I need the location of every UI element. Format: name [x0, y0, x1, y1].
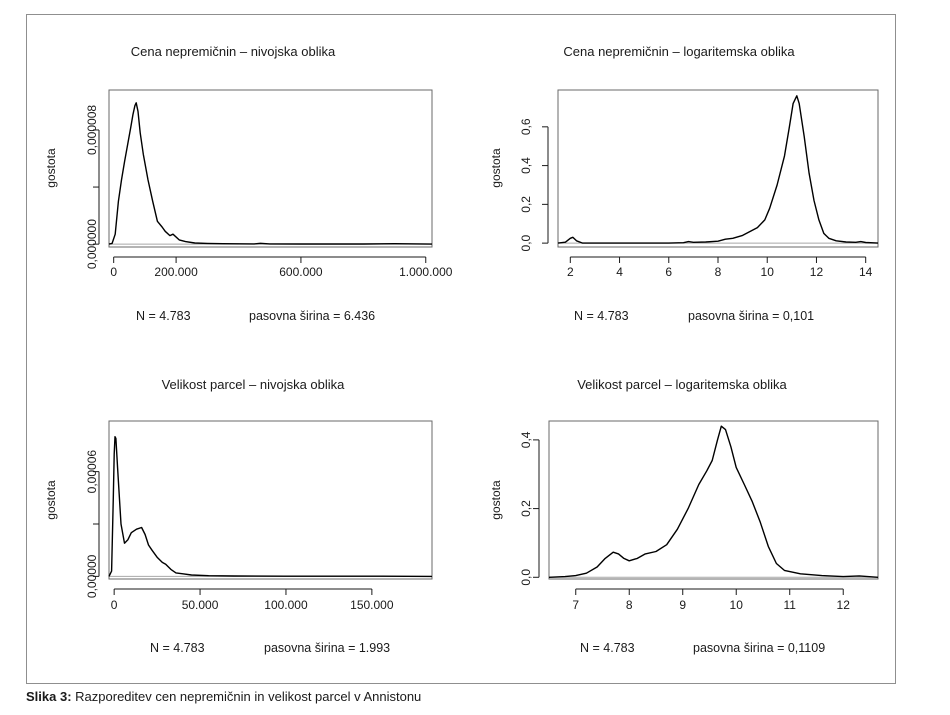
- plot-2-y-tick-label: 0,0: [519, 234, 533, 251]
- plot-2-plot-title: Cena nepremičnin – logaritemska oblika: [563, 44, 795, 59]
- plot-1-sample-size: N = 4.783: [136, 309, 191, 323]
- plot-2-density-curve: [557, 95, 879, 244]
- plot-4-y-tick-label: 0,2: [519, 500, 533, 517]
- plot-4-y-tick-label: 0,0: [519, 569, 533, 586]
- plot-2-x-tick-label: 10: [761, 265, 775, 279]
- plot-2-x-tick-label: 8: [715, 265, 722, 279]
- plot-1-density-curve: [108, 102, 433, 245]
- plot-3-density-curve: [108, 436, 433, 578]
- plot-2-plot-box: [557, 89, 879, 248]
- figure-caption: Slika 3: Razporeditev cen nepremičnin in…: [26, 689, 421, 704]
- plot-1-x-tick-label: 0: [110, 265, 117, 279]
- plot-1-plot-title: Cena nepremičnin – nivojska oblika: [131, 44, 336, 59]
- plot-4-x-tick-label: 9: [679, 598, 686, 612]
- plot-4-y-axis-label: gostota: [489, 480, 503, 520]
- plot-4-density-curve: [548, 425, 879, 578]
- plot-2-y-tick-label: 0,6: [519, 118, 533, 135]
- plot-2-sample-size: N = 4.783: [574, 309, 629, 323]
- plot-4-y-tick-label: 0,4: [519, 431, 533, 448]
- plot-4-bandwidth: pasovna širina = 0,1109: [693, 641, 825, 655]
- plot-3-x-tick-label: 0: [111, 598, 118, 612]
- plot-3-x-tick-label: 100.000: [264, 598, 308, 612]
- plot-4-x-tick-label: 12: [837, 598, 851, 612]
- plot-1-plot-box: [108, 89, 433, 248]
- plot-2-bandwidth: pasovna širina = 0,101: [688, 309, 814, 323]
- plot-4-x-tick-label: 11: [783, 598, 796, 612]
- plot-1-x-tick-label: 200.000: [154, 265, 198, 279]
- plot-1-x-tick-label: 600.000: [279, 265, 323, 279]
- plot-3-y-tick-label: 0,00000: [85, 554, 99, 598]
- plot-3-y-tick-label: 0,00006: [85, 450, 99, 494]
- plot-3-plot-title: Velikost parcel – nivojska oblika: [162, 377, 346, 392]
- plot-2-x-tick-label: 12: [810, 265, 824, 279]
- plot-4-plot-title: Velikost parcel – logaritemska oblika: [577, 377, 787, 392]
- plot-1-y-tick-label: 0,000008: [85, 105, 99, 155]
- plot-1-y-tick-label: 0,000000: [85, 219, 99, 269]
- plot-1-bandwidth: pasovna širina = 6.436: [249, 309, 375, 323]
- plot-1-y-axis-label: gostota: [44, 148, 58, 188]
- plot-3-y-axis-label: gostota: [44, 480, 58, 520]
- plot-1-x-tick-label: 1.000.000: [399, 265, 453, 279]
- plot-2-x-tick-label: 6: [665, 265, 672, 279]
- plot-2-y-tick-label: 0,2: [519, 196, 533, 213]
- plot-4-x-tick-label: 7: [572, 598, 579, 612]
- plot-2-x-tick-label: 2: [567, 265, 574, 279]
- plot-2-y-axis-label: gostota: [489, 148, 503, 188]
- plot-3-x-tick-label: 150.000: [350, 598, 394, 612]
- plot-3-bandwidth: pasovna širina = 1.993: [264, 641, 390, 655]
- plot-4-sample-size: N = 4.783: [580, 641, 635, 655]
- plot-2-x-tick-label: 14: [859, 265, 873, 279]
- plot-3-x-tick-label: 50.000: [182, 598, 219, 612]
- plot-4-x-tick-label: 10: [730, 598, 744, 612]
- plot-4-x-tick-label: 8: [626, 598, 633, 612]
- plot-2-x-tick-label: 4: [616, 265, 623, 279]
- plot-4-plot-box: [548, 420, 879, 580]
- plot-2-y-tick-label: 0,4: [519, 157, 533, 174]
- figure-frame: [26, 14, 896, 684]
- caption-label: Slika 3:: [26, 689, 72, 704]
- caption-text: Razporeditev cen nepremičnin in velikost…: [75, 689, 422, 704]
- plot-3-plot-box: [108, 420, 433, 580]
- plot-3-sample-size: N = 4.783: [150, 641, 205, 655]
